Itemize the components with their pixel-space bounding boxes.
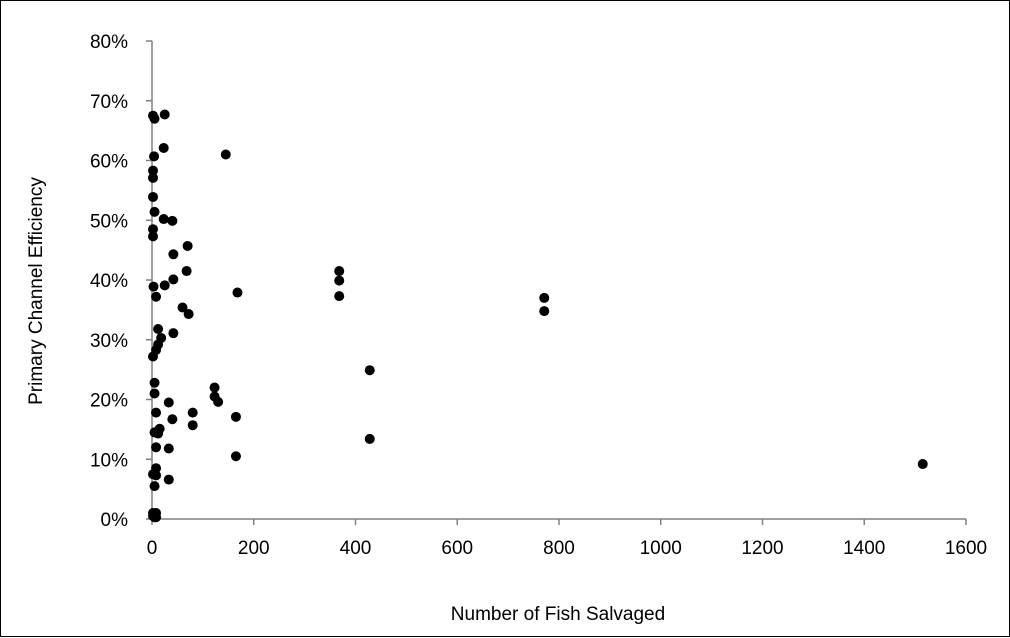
data-point [917, 459, 928, 470]
data-point [539, 306, 550, 317]
data-point [149, 388, 160, 399]
data-point [334, 275, 345, 286]
y-ticks: 0% 10% 20% 30% 40% 50% 60% 70% 80% [90, 32, 152, 531]
data-point [163, 474, 174, 485]
data-point [220, 149, 231, 160]
data-point [148, 172, 159, 183]
data-point [148, 224, 159, 235]
data-point [209, 382, 220, 393]
data-point [149, 377, 160, 388]
y-tick-label: 20% [90, 391, 128, 412]
data-point [159, 280, 170, 291]
x-axis-title: Number of Fish Salvaged [451, 604, 665, 625]
data-point [148, 281, 159, 292]
x-tick-label: 1200 [741, 538, 783, 559]
data-point [539, 292, 550, 303]
axes: 0% 10% 20% 30% 40% 50% 60% 70% 80% 0 200 400 600 800… [90, 32, 987, 559]
y-tick-label: 60% [90, 152, 128, 173]
data-point [230, 451, 241, 462]
data-point [183, 309, 194, 320]
data-point [182, 240, 193, 251]
data-point [334, 291, 345, 302]
data-point [159, 109, 170, 120]
x-ticks: 0 200 400 600 800 1000 1200 1400 1600 [147, 519, 987, 559]
data-point [230, 411, 241, 422]
data-point [148, 165, 159, 176]
data-point [167, 215, 178, 226]
data-point [168, 274, 179, 285]
y-tick-label: 50% [90, 211, 128, 232]
x-tick-label: 400 [340, 538, 372, 559]
x-tick-label: 0 [147, 538, 158, 559]
y-tick-label: 70% [90, 92, 128, 113]
y-tick-label: 0% [101, 510, 129, 531]
x-tick-label: 1400 [843, 538, 885, 559]
y-tick-label: 80% [90, 32, 128, 53]
data-point [167, 414, 178, 425]
data-point [158, 142, 169, 153]
data-point [148, 351, 159, 362]
data-point [153, 428, 164, 439]
data-point [334, 266, 345, 277]
x-tick-label: 1000 [640, 538, 682, 559]
data-point [149, 151, 160, 162]
data-point [149, 481, 160, 492]
data-points [148, 109, 928, 523]
data-point [213, 396, 224, 407]
data-point [151, 512, 162, 523]
x-tick-label: 800 [543, 538, 575, 559]
data-point [151, 291, 162, 302]
data-point [149, 206, 160, 217]
data-point [151, 407, 162, 418]
data-point [148, 191, 159, 202]
data-point [168, 249, 179, 260]
data-point [168, 328, 179, 339]
data-point [232, 287, 243, 298]
y-axis-title: Primary Channel Efficiency [26, 177, 47, 405]
y-tick-label: 10% [90, 450, 128, 471]
data-point [364, 365, 375, 376]
y-tick-label: 40% [90, 271, 128, 292]
data-point [181, 266, 192, 277]
y-tick-label: 30% [90, 331, 128, 352]
data-point [158, 214, 169, 225]
data-point [149, 113, 160, 124]
data-point [151, 470, 162, 481]
x-tick-label: 1600 [945, 538, 987, 559]
data-point [177, 302, 188, 313]
data-point [187, 407, 198, 418]
data-point [163, 397, 174, 408]
data-point [148, 231, 159, 242]
x-tick-label: 200 [238, 538, 270, 559]
data-point [364, 433, 375, 444]
data-point [153, 323, 164, 334]
data-point [151, 442, 162, 453]
data-point [163, 443, 174, 454]
x-tick-label: 600 [441, 538, 473, 559]
data-point [187, 420, 198, 431]
